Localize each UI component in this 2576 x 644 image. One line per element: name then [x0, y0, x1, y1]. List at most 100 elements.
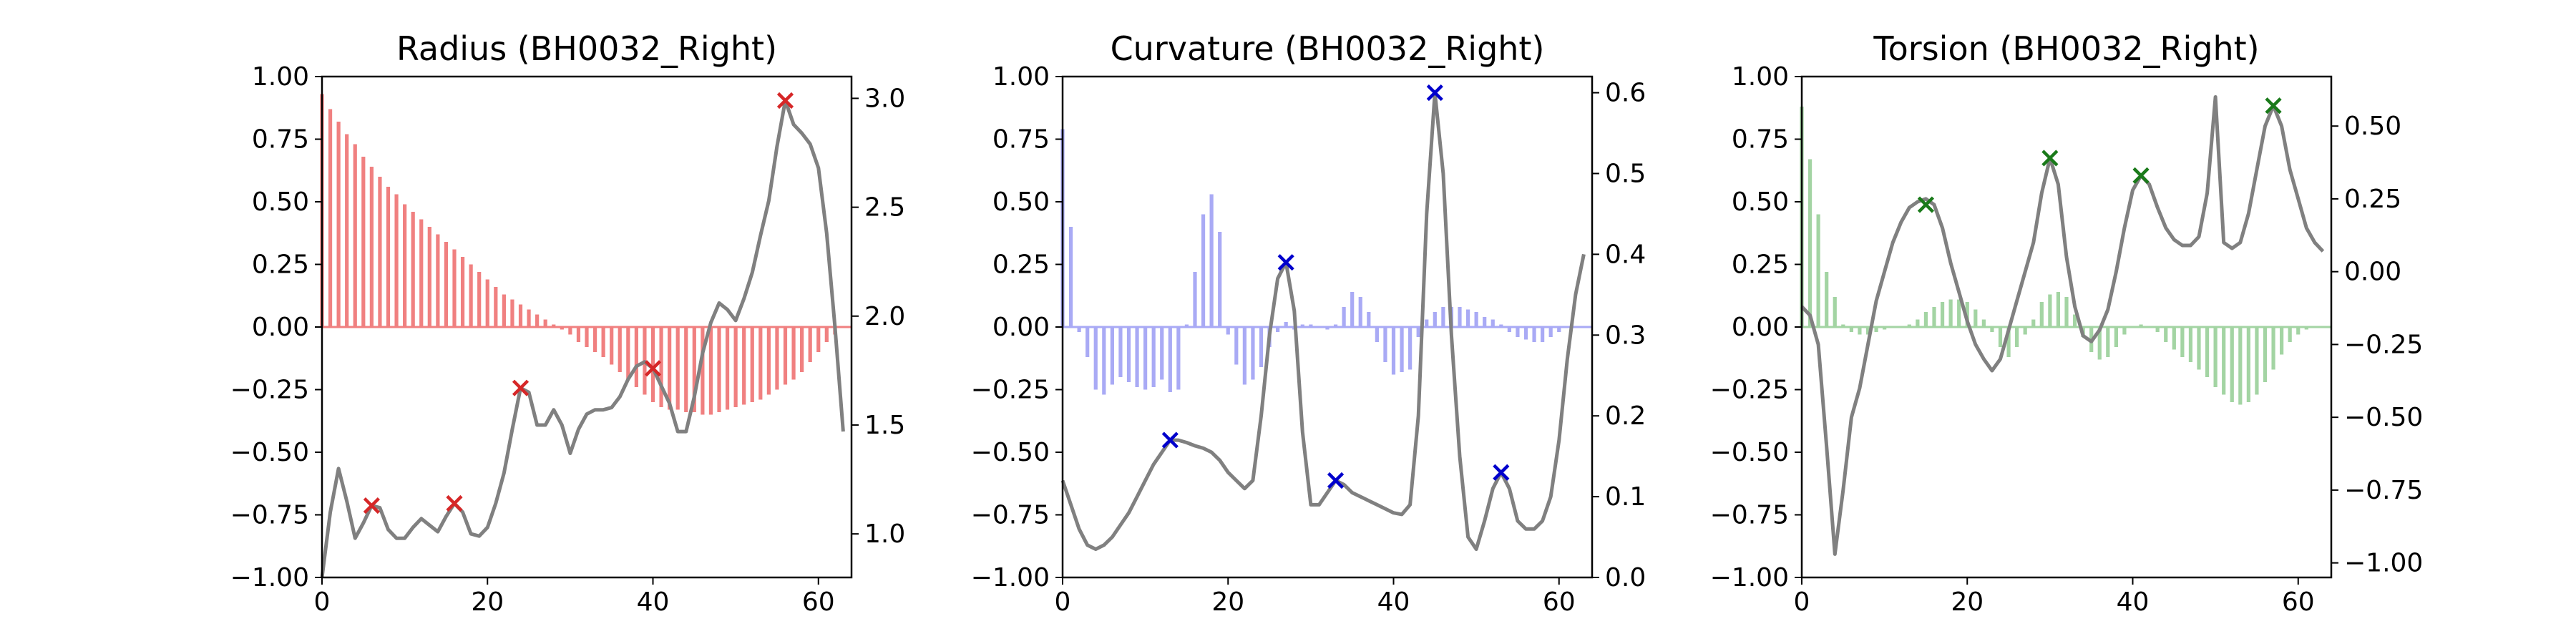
y-right-tick-label: −1.00 [2344, 549, 2423, 578]
y-left-tick-label: 0.25 [992, 250, 1050, 280]
bar [1102, 327, 1106, 395]
bar [427, 227, 431, 327]
bar [1093, 327, 1098, 390]
y-right-tick-label: 2.0 [864, 302, 905, 331]
bar [1425, 319, 1429, 327]
x-tick-label: 20 [471, 587, 504, 617]
y-right-tick-label: 0.1 [1605, 482, 1646, 512]
bar [610, 327, 614, 365]
y-left-tick-label: −1.00 [971, 563, 1050, 592]
y-left-tick-label: −0.25 [971, 376, 1050, 405]
bar [568, 327, 572, 335]
bar [1932, 307, 1936, 327]
bar [2197, 327, 2201, 370]
bar [1358, 297, 1362, 327]
bar [775, 327, 779, 390]
bar [328, 109, 333, 327]
bar [1209, 194, 1214, 327]
y-right-tick-label: 1.0 [864, 519, 905, 549]
bar [2031, 319, 2036, 327]
peak-marker [1277, 254, 1294, 271]
bar [585, 327, 589, 347]
bar [2222, 327, 2226, 395]
bar [1218, 232, 1222, 327]
bar [1532, 327, 1536, 342]
bar [2296, 327, 2301, 335]
y-left-tick-label: 0.75 [252, 125, 309, 155]
bar [717, 327, 721, 412]
bar [1825, 272, 1829, 327]
bar [1899, 327, 1903, 328]
bar [2255, 327, 2259, 395]
bar [2172, 327, 2176, 350]
bar [1974, 309, 1978, 327]
bar [1110, 327, 1114, 385]
bar [1499, 324, 1503, 327]
bar [2106, 327, 2110, 357]
bar [1400, 327, 1404, 372]
bar [436, 234, 440, 327]
bar [2015, 327, 2019, 347]
x-tick-label: 20 [1951, 587, 1984, 617]
y-right-tick-label: 0.50 [2344, 112, 2401, 141]
bar [1433, 312, 1437, 327]
y-right-tick-label: 0.4 [1605, 240, 1646, 269]
bar [527, 309, 531, 327]
bar [1890, 327, 1895, 328]
bar [1325, 327, 1330, 330]
bar [2155, 327, 2160, 332]
chart-title: Curvature (BH0032_Right) [1111, 29, 1545, 68]
bar [460, 257, 465, 327]
bar [2147, 327, 2152, 328]
chart-panel-2: 0 20 40 60 −1.00 −0.75 −0.50 −0.25 0.00 0.25 0.50 0… [971, 29, 1646, 617]
y-right-tick-label: 1.5 [864, 411, 905, 440]
bar [1998, 327, 2003, 347]
bar [361, 157, 366, 327]
bar [1441, 307, 1445, 327]
bar [1833, 297, 1837, 327]
peak-marker [1327, 472, 1345, 489]
bar [477, 272, 482, 327]
bar [2056, 292, 2061, 327]
bar [2139, 324, 2143, 327]
peak-marker [776, 92, 794, 109]
x-tick-label: 60 [2282, 587, 2315, 617]
bar [1940, 302, 1945, 327]
bar [2072, 314, 2077, 327]
bar [742, 327, 746, 405]
bar [733, 327, 738, 407]
bar [1375, 327, 1379, 342]
peak-marker [1426, 84, 1443, 102]
bar [345, 134, 349, 327]
chart-title: Torsion (BH0032_Right) [1873, 29, 2259, 68]
bar [444, 242, 449, 327]
series-line [1060, 91, 1586, 551]
bar [659, 327, 663, 407]
bar [1981, 319, 1986, 327]
bar [1816, 214, 1820, 327]
bar [1234, 327, 1239, 365]
bar [1367, 312, 1371, 327]
bar [535, 314, 540, 327]
bar [1883, 327, 1887, 330]
bar [1085, 327, 1090, 357]
bar [1201, 214, 1206, 327]
bar [386, 187, 391, 327]
bar [1226, 327, 1230, 335]
bar [518, 304, 523, 327]
bar [2238, 327, 2243, 405]
bar [1458, 307, 1462, 327]
bar [1916, 319, 1920, 327]
bar [1523, 327, 1528, 340]
bar [1548, 327, 1553, 337]
bar [1068, 227, 1073, 327]
y-left-tick-label: 0.25 [252, 250, 309, 280]
bar [2271, 327, 2275, 370]
y-right-tick-label: 2.5 [864, 193, 905, 223]
bar [1126, 327, 1131, 382]
bar [1276, 327, 1280, 332]
peak-marker [512, 379, 530, 396]
x-tick-label: 40 [1377, 587, 1410, 617]
bar [800, 327, 804, 372]
